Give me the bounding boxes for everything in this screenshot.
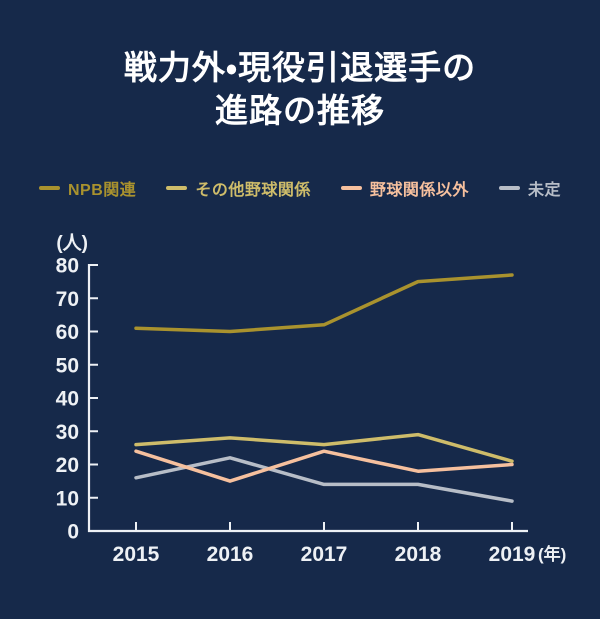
legend-swatch-icon [340,185,362,191]
chart-title-line2: 進路の推移 [215,92,385,129]
legend-swatch-icon [498,185,520,191]
y-tick-label: 30 [56,421,79,444]
y-tick-label: 70 [56,288,79,311]
x-tick-label: 2016 [207,543,254,566]
y-tick-label: 80 [56,255,79,278]
legend-swatch-icon [166,185,188,191]
series-line-0 [134,273,514,334]
y-tick-label: 60 [56,321,79,344]
legend-label: その他野球関係 [195,182,311,199]
x-axis-unit-label: (年) [538,544,566,564]
series-line-3 [134,456,514,503]
x-tick-label: 2017 [301,543,348,566]
series-line-2 [134,449,514,483]
y-axis-unit-label: (人) [56,232,88,254]
chart-title-line1: 戦力外・現役引退選手の [123,49,477,86]
legend: NPB関連 その他野球関係 野球関係以外 未定 [0,176,600,200]
legend-item-3: 未定 [498,176,561,200]
legend-item-1: その他野球関係 [166,176,311,200]
x-tick-label: 2018 [395,543,442,566]
legend-swatch-icon [39,185,60,191]
x-tick-label: 2019 [489,543,536,566]
y-tick-label: 10 [56,487,79,510]
legend-item-2: 野球関係以外 [340,176,469,200]
line-chart: (人) 0 10 20 30 40 50 60 70 80 2015 2016 2017 2018 2019… [0,224,600,619]
legend-item-0: NPB関連 [39,176,136,200]
series-line-1 [134,432,514,463]
y-tick-label: 20 [56,454,79,477]
chart-title: 戦力外・現役引退選手の 進路の推移 [0,0,600,132]
legend-label: 未定 [527,182,561,199]
x-tick-label: 2015 [113,543,160,566]
y-tick-label: 40 [56,388,79,411]
y-tick-label: 50 [56,354,79,377]
line-chart-canvas: (人) 0 10 20 30 40 50 60 70 80 2015 2016 2017 2018 2019… [56,232,567,566]
legend-label: NPB関連 [68,182,137,199]
legend-label: 野球関係以外 [369,182,469,199]
y-tick-label: 0 [67,521,79,544]
